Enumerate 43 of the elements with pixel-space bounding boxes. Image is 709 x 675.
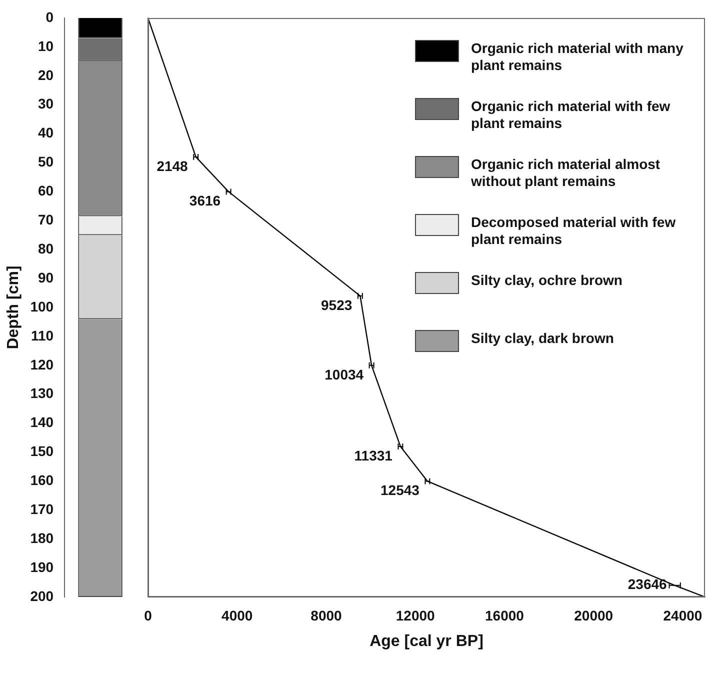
y-axis-title: Depth [cm]: [5, 266, 22, 350]
x-tick-label: 12000: [396, 607, 436, 624]
y-tick-label: 130: [30, 385, 54, 402]
legend-label: Organic rich material with few plant remains: [471, 98, 672, 132]
x-tick-label: 20000: [574, 607, 614, 624]
y-tick-label: 170: [30, 501, 54, 518]
y-tick-label: 190: [30, 558, 54, 575]
x-tick-label: 0: [144, 607, 152, 624]
x-tick-label: 4000: [222, 607, 253, 624]
x-tick-label: 24000: [663, 607, 702, 624]
annotation: 3616: [189, 192, 221, 209]
y-tick-label: 80: [38, 240, 54, 256]
y-tick-label: 90: [38, 269, 54, 286]
y-tick-label: 120: [30, 356, 54, 372]
y-tick-label: 70: [38, 212, 54, 228]
legend-label: Organic rich material almost without plant remains: [471, 156, 662, 190]
annotation: 23646: [628, 576, 668, 592]
y-tick-label: 200: [30, 588, 54, 604]
y-tick-label: 60: [38, 182, 54, 199]
x-tick-label: 16000: [485, 607, 524, 624]
y-tick-label: 160: [30, 472, 54, 488]
y-tick-label: 110: [30, 327, 54, 344]
y-tick-label: 0: [46, 8, 54, 25]
y-tick-label: 40: [38, 124, 54, 141]
legend-label: Silty clay, ochre brown: [471, 272, 622, 289]
x-tick-label: 8000: [310, 607, 342, 624]
annotation: 12543: [380, 482, 420, 498]
annotation: 9523: [321, 296, 352, 313]
x-axis-title: Age [cal yr BP]: [370, 632, 484, 650]
legend-label: Decomposed material with few plant remains: [471, 214, 677, 248]
annotation: 2148: [156, 158, 188, 174]
text: Silty clay, dark brown: [471, 330, 614, 347]
y-tick-label: 100: [30, 298, 54, 314]
legend-label: Organic rich material with many plant remains: [471, 40, 684, 74]
annotation: 11331: [354, 447, 393, 464]
y-tick-label: 50: [38, 154, 54, 170]
y-tick-label: 10: [38, 38, 54, 54]
y-tick-label: 150: [30, 443, 54, 460]
y-tick-label: 180: [30, 530, 54, 546]
y-tick-label: 30: [38, 96, 54, 112]
y-tick-label: 140: [30, 414, 54, 430]
y-tick-label: 20: [38, 66, 54, 83]
annotation: 10034: [324, 366, 364, 382]
